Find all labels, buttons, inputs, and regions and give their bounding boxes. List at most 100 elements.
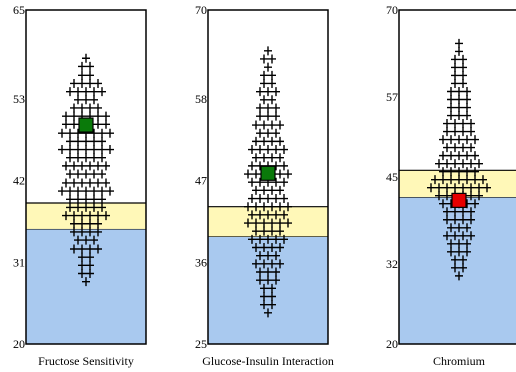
distribution-mark bbox=[459, 159, 467, 169]
plot-frame bbox=[25, 9, 147, 345]
distribution-mark bbox=[264, 128, 272, 138]
distribution-mark bbox=[260, 54, 268, 64]
distribution-mark bbox=[268, 120, 276, 130]
distribution-mark bbox=[459, 215, 467, 225]
distribution-mark bbox=[443, 215, 451, 225]
distribution-mark bbox=[260, 291, 268, 301]
distribution-mark bbox=[459, 207, 467, 217]
distribution-mark bbox=[264, 308, 272, 318]
distribution-mark bbox=[268, 136, 276, 146]
distribution-mark bbox=[86, 268, 94, 278]
distribution-mark bbox=[451, 215, 459, 225]
distribution-mark bbox=[102, 178, 110, 188]
distribution-mark bbox=[62, 211, 70, 221]
distribution-mark bbox=[459, 143, 467, 153]
distribution-mark bbox=[248, 210, 256, 220]
distribution-mark bbox=[459, 70, 467, 80]
distribution-mark bbox=[467, 159, 475, 169]
distribution-mark bbox=[94, 211, 102, 221]
distribution-mark bbox=[66, 136, 74, 146]
distribution-mark bbox=[463, 223, 471, 233]
distribution-mark bbox=[90, 95, 98, 105]
distribution-mark bbox=[74, 194, 82, 204]
distribution-mark bbox=[475, 191, 483, 201]
distribution-mark bbox=[463, 151, 471, 161]
distribution-mark bbox=[471, 151, 479, 161]
distribution-mark bbox=[70, 103, 78, 113]
distribution-mark bbox=[447, 151, 455, 161]
distribution-mark bbox=[268, 153, 276, 163]
distribution-mark bbox=[451, 143, 459, 153]
plot-frame bbox=[207, 9, 329, 345]
distribution-mark bbox=[70, 119, 78, 129]
distribution-mark bbox=[475, 183, 483, 193]
distribution-mark bbox=[467, 127, 475, 137]
distribution-mark bbox=[70, 244, 78, 254]
distribution-mark bbox=[248, 145, 256, 155]
distribution-mark bbox=[268, 202, 276, 212]
distribution-mark bbox=[86, 103, 94, 113]
distribution-mark bbox=[66, 194, 74, 204]
distribution-mark bbox=[256, 194, 264, 204]
distribution-mark bbox=[102, 211, 110, 221]
distribution-mark bbox=[66, 87, 74, 97]
distribution-mark bbox=[447, 175, 455, 185]
distribution-mark bbox=[471, 199, 479, 209]
y-tick-label: 65 bbox=[13, 3, 25, 17]
distribution-mark bbox=[260, 300, 268, 310]
distribution-mark bbox=[90, 87, 98, 97]
distribution-mark bbox=[443, 231, 451, 241]
distribution-mark bbox=[74, 128, 82, 138]
y-tick-label: 53 bbox=[13, 92, 25, 106]
distribution-mark bbox=[90, 153, 98, 163]
distribution-mark bbox=[463, 239, 471, 249]
distribution-mark bbox=[264, 267, 272, 277]
distribution-mark bbox=[272, 111, 280, 121]
distribution-mark bbox=[94, 111, 102, 121]
distribution-mark bbox=[268, 185, 276, 195]
distribution-mark bbox=[280, 177, 288, 187]
distribution-mark bbox=[82, 186, 90, 196]
distribution-mark bbox=[467, 119, 475, 129]
distribution-mark bbox=[459, 119, 467, 129]
distribution-mark bbox=[102, 161, 110, 171]
distribution-mark bbox=[455, 135, 463, 145]
distribution-mark bbox=[74, 169, 82, 179]
range-band-low bbox=[399, 197, 516, 344]
distribution-mark bbox=[252, 169, 260, 179]
distribution-mark bbox=[459, 54, 467, 64]
distribution-mark bbox=[70, 111, 78, 121]
distribution-mark bbox=[268, 283, 276, 293]
distribution-mark bbox=[260, 78, 268, 88]
distribution-mark bbox=[471, 167, 479, 177]
distribution-mark bbox=[451, 159, 459, 169]
distribution-mark bbox=[86, 244, 94, 254]
distribution-mark bbox=[455, 95, 463, 105]
distribution-mark bbox=[463, 247, 471, 257]
distribution-mark bbox=[276, 153, 284, 163]
distribution-mark bbox=[463, 175, 471, 185]
distribution-mark bbox=[74, 145, 82, 155]
distribution-mark bbox=[264, 275, 272, 285]
distribution-mark bbox=[90, 202, 98, 212]
distribution-mark bbox=[455, 247, 463, 257]
distribution-mark bbox=[463, 135, 471, 145]
distribution-mark bbox=[272, 251, 280, 261]
distribution-mark bbox=[94, 219, 102, 229]
range-band-borderline bbox=[399, 170, 516, 198]
distribution-mark bbox=[447, 247, 455, 257]
distribution-mark bbox=[256, 267, 264, 277]
distribution-mark bbox=[264, 145, 272, 155]
distribution-mark bbox=[86, 260, 94, 270]
distribution-mark bbox=[280, 194, 288, 204]
distribution-mark bbox=[78, 211, 86, 221]
distribution-mark bbox=[248, 194, 256, 204]
distribution-mark bbox=[467, 207, 475, 217]
distribution-mark bbox=[248, 161, 256, 171]
distribution-mark bbox=[98, 87, 106, 97]
range-band-low bbox=[26, 228, 146, 344]
patient-marker bbox=[451, 192, 467, 208]
distribution-mark bbox=[459, 255, 467, 265]
distribution-mark bbox=[260, 218, 268, 228]
distribution-mark bbox=[276, 120, 284, 130]
